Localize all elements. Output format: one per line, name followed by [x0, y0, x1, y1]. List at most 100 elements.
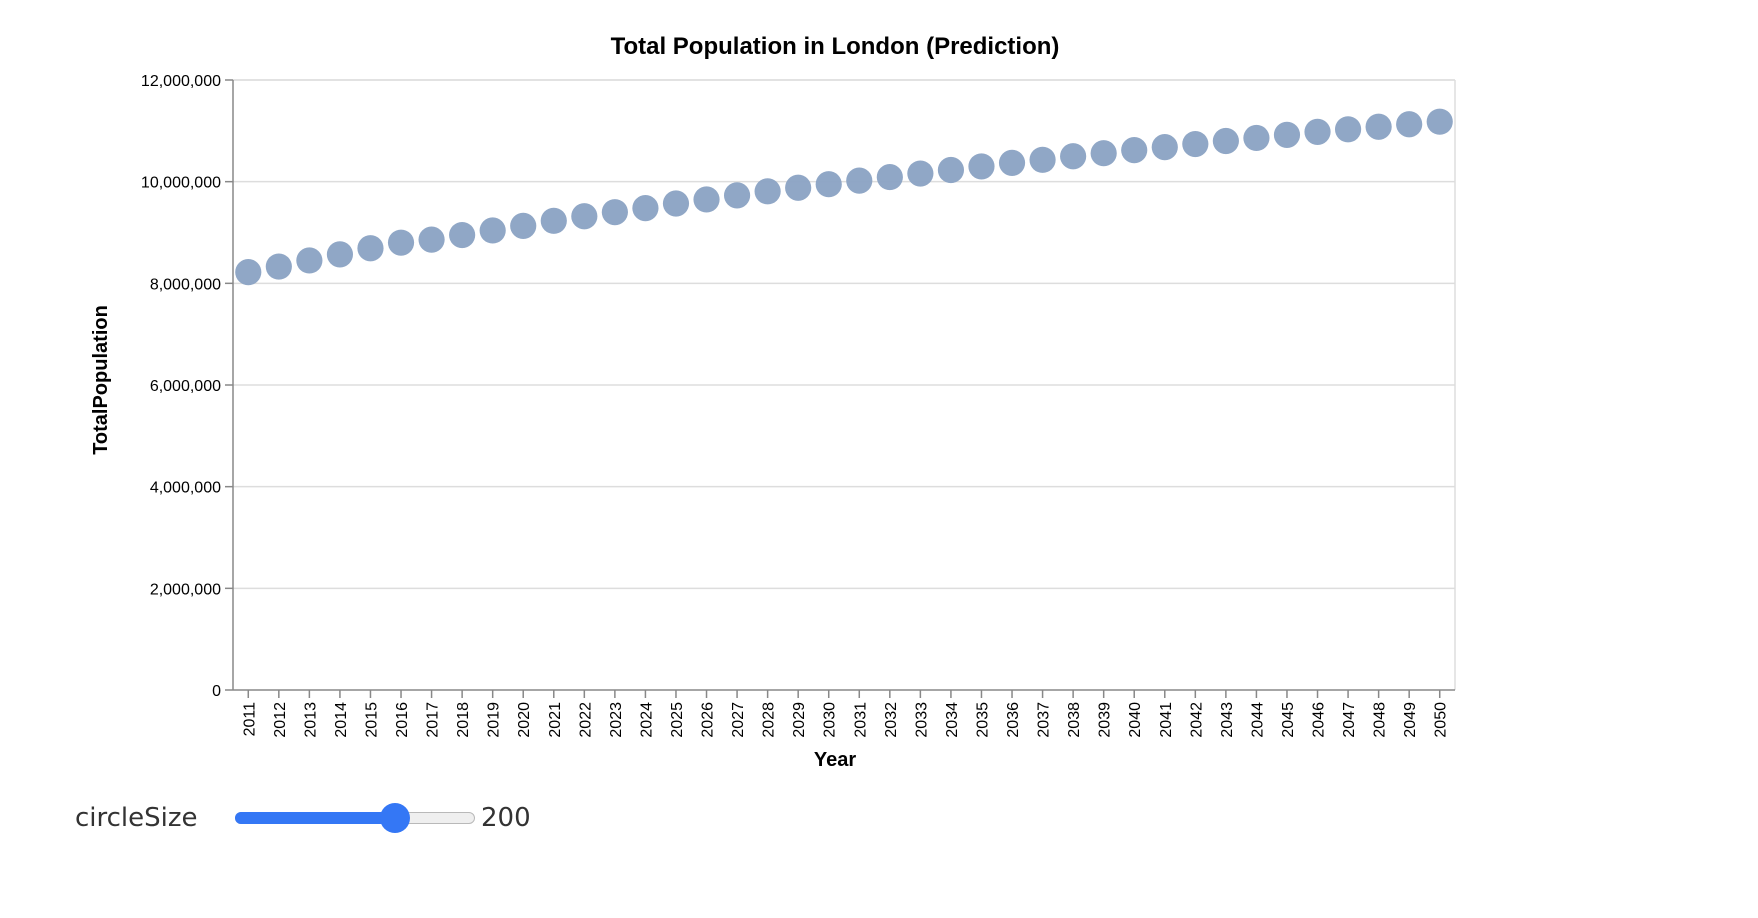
y-tick-label: 4,000,000 — [150, 480, 221, 497]
x-tick-label: 2018 — [455, 702, 472, 738]
data-point — [998, 149, 1026, 176]
x-tick-label: 2037 — [1036, 702, 1053, 738]
x-tick-label: 2026 — [700, 702, 717, 738]
data-point — [846, 167, 873, 194]
x-tick-label: 2025 — [669, 702, 686, 738]
data-point — [907, 160, 934, 187]
data-point — [693, 186, 720, 213]
data-point — [1212, 127, 1239, 155]
x-tick-label: 2046 — [1311, 702, 1328, 738]
circle-size-label: circleSize — [75, 803, 198, 833]
x-axis: 2011 2012 2013 2014 2015 2016 2017 2018 2019 2020… — [233, 689, 1455, 738]
data-point — [876, 164, 903, 191]
y-tick-label: 6,000,000 — [150, 378, 221, 395]
x-tick-label: 2036 — [1005, 702, 1022, 738]
x-tick-label: 2023 — [608, 702, 625, 738]
data-point — [357, 235, 384, 262]
x-tick-label: 2049 — [1402, 702, 1419, 738]
data-point — [968, 153, 995, 180]
x-tick-label: 2042 — [1188, 702, 1205, 738]
x-tick-label: 2044 — [1249, 702, 1266, 738]
x-tick-label: 2047 — [1341, 702, 1358, 738]
x-tick-label: 2043 — [1219, 702, 1236, 738]
x-tick-label: 2045 — [1280, 702, 1297, 738]
slider-thumb[interactable] — [380, 803, 410, 833]
chart-title: Total Population in London (Prediction) — [611, 33, 1060, 60]
data-point — [662, 190, 690, 217]
data-point — [785, 174, 812, 201]
data-point — [1029, 146, 1056, 173]
x-tick-label: 2028 — [761, 702, 778, 738]
data-point — [296, 247, 323, 274]
data-point — [1396, 111, 1423, 138]
data-point — [235, 259, 262, 286]
x-tick-label: 2027 — [730, 702, 747, 738]
x-tick-label: 2024 — [638, 702, 655, 738]
x-tick-label: 2039 — [1097, 702, 1114, 738]
data-point — [1090, 140, 1117, 167]
data-point — [479, 217, 506, 244]
data-point — [326, 241, 354, 268]
x-tick-label: 2022 — [577, 702, 594, 738]
x-tick-label: 2034 — [944, 702, 961, 738]
x-tick-label: 2035 — [974, 702, 991, 738]
x-tick-label: 2013 — [302, 702, 319, 738]
y-tick-label: 8,000,000 — [150, 276, 221, 293]
x-tick-label: 2040 — [1127, 702, 1144, 738]
data-point — [571, 203, 598, 230]
data-point — [1151, 134, 1178, 161]
circle-size-value: 200 — [481, 803, 531, 833]
data-point — [1304, 118, 1331, 145]
y-tick-label: 10,000,000 — [141, 175, 221, 192]
data-point — [1426, 108, 1453, 135]
scatter-chart: Total Population in London (Prediction) … — [90, 33, 1456, 771]
x-tick-label: 2041 — [1158, 702, 1175, 738]
y-tick-label: 2,000,000 — [150, 581, 221, 598]
data-point — [510, 212, 537, 239]
x-tick-label: 2048 — [1372, 702, 1389, 738]
x-tick-label: 2031 — [852, 702, 869, 738]
circle-size-control: circleSize 200 — [75, 800, 531, 836]
x-tick-label: 2033 — [913, 702, 930, 738]
data-point — [540, 207, 567, 234]
data-point — [1243, 124, 1270, 152]
grid — [233, 79, 1456, 690]
data-point — [815, 171, 842, 198]
x-tick-label: 2020 — [516, 702, 533, 738]
x-axis-title: Year — [814, 749, 856, 771]
data-point — [387, 229, 415, 256]
y-axis: 0 2,000,000 4,000,000 6,000,000 8,000,000 10,… — [141, 73, 234, 700]
x-tick-label: 2030 — [822, 702, 839, 738]
x-tick-label: 2017 — [425, 702, 442, 738]
data-point — [418, 226, 445, 253]
data-point — [449, 221, 476, 249]
slider-fill — [235, 812, 395, 824]
data-point — [754, 178, 781, 205]
data-point — [1334, 116, 1362, 143]
y-tick-label: 12,000,000 — [141, 73, 221, 90]
x-tick-label: 2014 — [333, 702, 350, 738]
x-tick-label: 2012 — [272, 702, 289, 738]
data-point — [1060, 143, 1087, 170]
circle-size-slider[interactable] — [235, 803, 475, 833]
x-tick-label: 2011 — [241, 702, 258, 737]
data-point — [1273, 121, 1301, 148]
y-axis-title: TotalPopulation — [90, 305, 112, 455]
y-tick-label: 0 — [212, 683, 221, 700]
data-point — [632, 195, 659, 222]
data-point — [937, 156, 965, 184]
x-tick-label: 2038 — [1066, 702, 1083, 738]
data-point — [601, 199, 628, 226]
x-tick-label: 2032 — [883, 702, 900, 738]
x-tick-label: 2015 — [363, 702, 380, 738]
x-tick-label: 2050 — [1433, 702, 1450, 738]
data-point — [723, 182, 751, 209]
data-point — [1182, 130, 1209, 158]
x-tick-label: 2019 — [486, 702, 503, 738]
data-point — [265, 253, 292, 280]
x-tick-label: 2029 — [791, 702, 808, 738]
x-tick-label: 2021 — [547, 702, 564, 738]
data-points — [235, 108, 1453, 286]
x-tick-label: 2016 — [394, 702, 411, 738]
data-point — [1365, 113, 1392, 140]
